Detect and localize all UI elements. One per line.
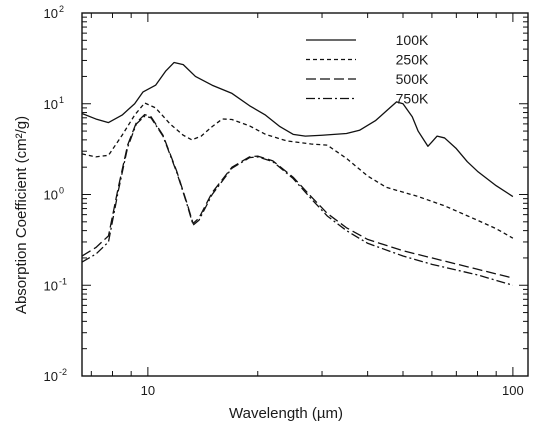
y-tick-label: 10	[44, 369, 58, 384]
y-tick-exponent: -2	[59, 367, 67, 377]
legend-label-250k: 250K	[396, 52, 429, 68]
y-tick-exponent: 0	[59, 186, 64, 196]
x-tick-label: 10	[141, 383, 155, 398]
series-layer	[81, 61, 514, 286]
y-tick-label: 10	[44, 278, 58, 293]
y-axis-title: Absorption Coefficient (cm²/g)	[13, 116, 30, 314]
y-tick-exponent: -1	[59, 276, 67, 286]
y-tick-exponent: 2	[59, 4, 64, 14]
series-line-250k	[81, 102, 514, 239]
y-tick-label: 10	[44, 6, 58, 21]
plot-frame	[81, 12, 529, 377]
x-tick-label: 100	[502, 383, 524, 398]
series-line-100k	[81, 61, 514, 198]
series-line-750k	[81, 115, 514, 286]
plot-area	[81, 12, 529, 377]
x-axis-title: Wavelength (µm)	[229, 405, 343, 422]
legend-label-750k: 750K	[396, 91, 429, 107]
series-line-500k	[81, 113, 514, 279]
legend-label-100k: 100K	[396, 32, 429, 48]
y-tick-exponent: 1	[59, 95, 64, 105]
y-tick-label: 10	[44, 97, 58, 112]
legend: 100K 250K 500K 750K	[306, 32, 429, 107]
legend-label-500k: 500K	[396, 71, 429, 87]
y-tick-label: 10	[44, 188, 58, 203]
